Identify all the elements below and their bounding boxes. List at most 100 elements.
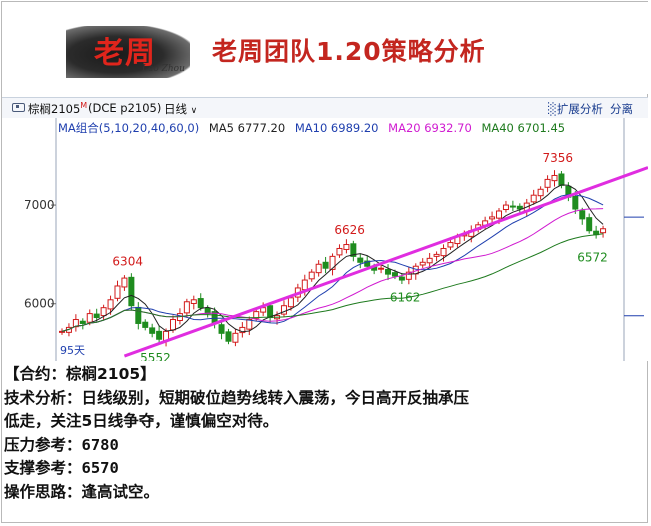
strategy-label: 操作思路： [4, 482, 82, 501]
candle-body [149, 327, 156, 334]
candle-body [329, 255, 336, 270]
candle-body [378, 267, 385, 270]
candle-body [100, 307, 107, 317]
candle-body [142, 321, 149, 328]
price-annotation-low_6162: 6162 [390, 291, 421, 305]
ma40-line [61, 233, 604, 332]
price-annotation-low_5552: 5552 [140, 351, 171, 361]
expand-analysis-label: 扩展分析 [556, 102, 603, 116]
candle-body [509, 205, 516, 208]
logo: 老周 Lao Zhou [52, 18, 200, 82]
candle-body [253, 311, 260, 319]
candle-body [183, 301, 190, 314]
candle-body [260, 307, 267, 313]
candle-body [93, 313, 100, 319]
candle-body [579, 210, 586, 220]
resistance-value: 6780 [81, 435, 119, 454]
ma10-value: MA10 6989.20 [294, 121, 379, 135]
period-dropdown[interactable]: 日线 ∨ [164, 101, 197, 117]
chart-toolbar: 棕榈2105M (DCE p2105) 日线 ∨ ░扩展分析 分离 [2, 97, 648, 119]
ma40-value: MA40 6701.45 [481, 121, 566, 135]
logo-text: 老周 [94, 36, 156, 71]
candle-body [322, 261, 329, 269]
ma20-value: MA20 6932.70 [388, 121, 472, 135]
candle-body [114, 285, 121, 299]
ma-group-label[interactable]: MA组合(5,10,20,40,60,0) [58, 121, 200, 135]
candle-body [225, 331, 232, 342]
candle-body [190, 299, 197, 304]
candle-body [502, 204, 509, 211]
candle-body [79, 320, 86, 324]
candle-body [544, 178, 551, 188]
candle-body [350, 243, 357, 257]
candle-body [59, 330, 65, 333]
candle-body [572, 195, 579, 210]
candle-body [156, 330, 163, 340]
expand-analysis-button[interactable]: ░扩展分析 [548, 101, 603, 117]
candle-body [107, 299, 114, 310]
detach-label: 分离 [610, 102, 633, 116]
trend-line [123, 166, 648, 358]
analysis-text: 【合约：棕榈2105】 技术分析：日线级别，短期破位趋势线转入震荡，今日高开反抽… [4, 363, 644, 504]
y-tick-label: 7000 [24, 198, 55, 212]
ma-legend: MA组合(5,10,20,40,60,0) MA5 6777.20 MA10 6… [58, 120, 571, 136]
strategy-text: 逢高试空。 [81, 482, 160, 501]
technical-line-2: 低走，关注5日线争夺，谨慎偏空对待。 [4, 412, 279, 430]
candle-body [287, 297, 294, 308]
candle-body [308, 271, 315, 280]
resistance-line: 压力参考：6780 [4, 434, 644, 458]
period-label: 日线 [164, 102, 187, 116]
candle-body [301, 279, 308, 291]
candle-body [398, 276, 405, 281]
candle-body [121, 277, 128, 288]
strategy-line: 操作思路：逢高试空。 [4, 481, 644, 505]
price-chart[interactable]: 7000 6000 6304 5552 6626 6162 7356 6572 95天 MA组合… [2, 118, 648, 361]
candle-body [537, 188, 544, 197]
support-line: 支撑参考：6570 [4, 457, 644, 481]
logo-signature: Lao Zhou [142, 64, 185, 74]
technical-line-1: 技术分析：日线级别，短期破位趋势线转入震荡，今日高开反抽承压 [4, 388, 470, 407]
candle-body [496, 210, 503, 219]
candle-body [135, 306, 142, 324]
days-label: 95天 [60, 344, 85, 357]
candle-body [169, 319, 176, 331]
candle-body [385, 268, 392, 275]
candle-body [440, 247, 447, 257]
ma10-line [61, 194, 604, 332]
price-annotation-low_6572: 6572 [577, 250, 608, 264]
contract-line: 【合约：棕榈2105】 [4, 365, 156, 383]
bar-chart-icon: ░ [548, 102, 557, 116]
candle-body [405, 271, 412, 280]
candle-body [239, 326, 246, 334]
candle-body [197, 298, 204, 309]
candle-body [530, 194, 537, 203]
candle-body [280, 305, 287, 315]
logo-brush-stroke [66, 26, 190, 78]
candle-body [72, 319, 79, 328]
exchange-code: (DCE p2105) [88, 101, 162, 115]
candle-body [600, 228, 607, 234]
price-annotation-high_7356: 7356 [543, 151, 574, 165]
support-label: 支撑参考： [4, 459, 82, 477]
price-annotation-high_6626: 6626 [334, 223, 365, 237]
candle-body [86, 313, 93, 323]
candle-body [586, 217, 593, 232]
candle-body [315, 263, 322, 274]
symbol-icon [12, 103, 25, 112]
resistance-label: 压力参考： [4, 435, 82, 454]
candle-body [419, 261, 426, 266]
candle-body [433, 253, 440, 257]
candle-body [516, 205, 523, 210]
candle-body [357, 257, 364, 263]
y-tick-label: 6000 [24, 297, 55, 311]
candle-body [489, 216, 496, 220]
candle-body [364, 260, 371, 267]
price-annotation-high_6304: 6304 [112, 255, 143, 269]
symbol-selector[interactable]: 棕榈2105M [28, 101, 87, 117]
page-title: 老周团队1.20策略分析 [212, 37, 486, 66]
candle-body [391, 272, 398, 277]
ma5-value: MA5 6777.20 [208, 121, 286, 135]
candlestick-chart: 7000 6000 6304 5552 6626 6162 7356 6572 95天 [24, 118, 648, 361]
detach-button[interactable]: 分离 [610, 101, 633, 117]
candle-body [551, 174, 558, 182]
